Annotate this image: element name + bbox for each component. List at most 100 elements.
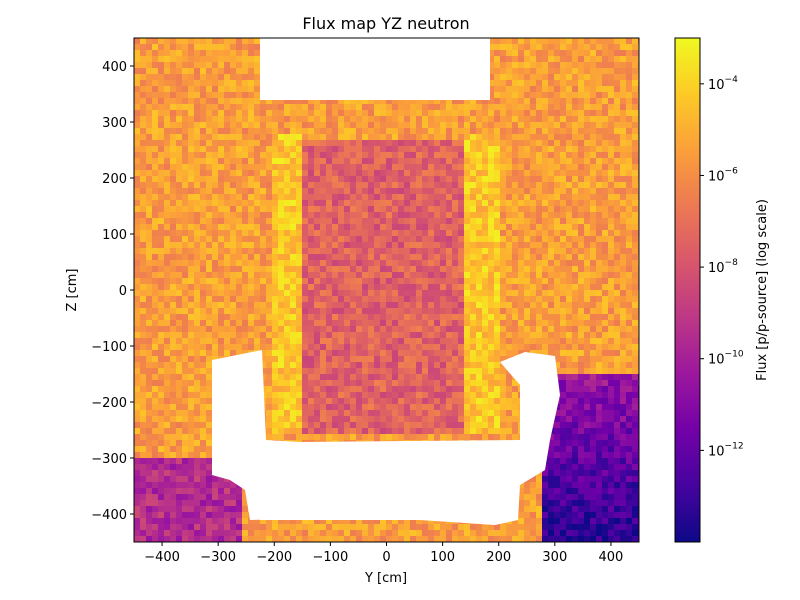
heatmap-cell [266, 218, 272, 224]
heatmap-cell [494, 104, 500, 110]
heatmap-cell [404, 176, 410, 182]
heatmap-cell [284, 200, 290, 206]
heatmap-cell [512, 386, 518, 392]
heatmap-cell [326, 368, 332, 374]
heatmap-cell [524, 266, 530, 272]
heatmap-cell [182, 188, 188, 194]
heatmap-cell [326, 344, 332, 350]
heatmap-cell [188, 176, 194, 182]
heatmap-cell [224, 44, 230, 50]
heatmap-cell [500, 134, 506, 140]
heatmap-cell [500, 122, 506, 128]
heatmap-cell [164, 50, 170, 56]
heatmap-cell [416, 212, 422, 218]
heatmap-cell [218, 248, 224, 254]
heatmap-cell [386, 254, 392, 260]
heatmap-cell [566, 122, 572, 128]
heatmap-cell [428, 98, 434, 104]
heatmap-cell [194, 290, 200, 296]
heatmap-cell [602, 266, 608, 272]
heatmap-cell [608, 74, 614, 80]
heatmap-cell [434, 152, 440, 158]
heatmap-cell [518, 278, 524, 284]
heatmap-cell [350, 200, 356, 206]
heatmap-cell [356, 224, 362, 230]
heatmap-cell [398, 386, 404, 392]
heatmap-cell [398, 164, 404, 170]
heatmap-cell [548, 314, 554, 320]
heatmap-cell [596, 212, 602, 218]
heatmap-cell [278, 302, 284, 308]
heatmap-cell [170, 284, 176, 290]
heatmap-cell [254, 92, 260, 98]
heatmap-cell [608, 344, 614, 350]
heatmap-cell [518, 188, 524, 194]
heatmap-cell [506, 74, 512, 80]
heatmap-cell [578, 170, 584, 176]
heatmap-cell [578, 230, 584, 236]
heatmap-cell [488, 146, 494, 152]
heatmap-cell [572, 176, 578, 182]
heatmap-cell [314, 188, 320, 194]
heatmap-cell [260, 152, 266, 158]
heatmap-cell [434, 320, 440, 326]
heatmap-cell [140, 110, 146, 116]
heatmap-cell [224, 116, 230, 122]
heatmap-cell [596, 86, 602, 92]
heatmap-cell [434, 236, 440, 242]
heatmap-cell [512, 254, 518, 260]
heatmap-cell [206, 164, 212, 170]
heatmap-cell [338, 110, 344, 116]
heatmap-cell [482, 290, 488, 296]
heatmap-cell [212, 92, 218, 98]
heatmap-cell [494, 86, 500, 92]
heatmap-cell [416, 104, 422, 110]
heatmap-cell [254, 302, 260, 308]
heatmap-cell [350, 218, 356, 224]
heatmap-cell [404, 194, 410, 200]
heatmap-cell [356, 140, 362, 146]
heatmap-cell [584, 272, 590, 278]
heatmap-cell [494, 314, 500, 320]
heatmap-cell [446, 362, 452, 368]
heatmap-cell [476, 224, 482, 230]
heatmap-cell [326, 320, 332, 326]
heatmap-cell [158, 236, 164, 242]
heatmap-cell [278, 158, 284, 164]
heatmap-cell [224, 176, 230, 182]
heatmap-cell [524, 224, 530, 230]
heatmap-cell [290, 236, 296, 242]
heatmap-cell [632, 368, 638, 374]
heatmap-cell [218, 38, 224, 44]
heatmap-cell [554, 200, 560, 206]
heatmap-cell [596, 344, 602, 350]
heatmap-cell [476, 164, 482, 170]
heatmap-cell [620, 170, 626, 176]
heatmap-cell [326, 170, 332, 176]
heatmap-cell [170, 266, 176, 272]
heatmap-cell [200, 80, 206, 86]
heatmap-cell [398, 254, 404, 260]
heatmap-cell [242, 200, 248, 206]
heatmap-cell [482, 368, 488, 374]
heatmap-cell [260, 146, 266, 152]
heatmap-cell [200, 314, 206, 320]
heatmap-cell [344, 98, 350, 104]
heatmap-cell [296, 254, 302, 260]
heatmap-cell [578, 308, 584, 314]
heatmap-cell [404, 200, 410, 206]
heatmap-cell [584, 128, 590, 134]
heatmap-cell [524, 290, 530, 296]
heatmap-cell [284, 206, 290, 212]
heatmap-cell [194, 104, 200, 110]
heatmap-cell [440, 188, 446, 194]
heatmap-cell [536, 128, 542, 134]
heatmap-cell [158, 290, 164, 296]
heatmap-cell [524, 170, 530, 176]
heatmap-cell [446, 242, 452, 248]
heatmap-cell [344, 206, 350, 212]
heatmap-cell [146, 194, 152, 200]
heatmap-cell [518, 86, 524, 92]
heatmap-cell [422, 380, 428, 386]
heatmap-cell [290, 326, 296, 332]
